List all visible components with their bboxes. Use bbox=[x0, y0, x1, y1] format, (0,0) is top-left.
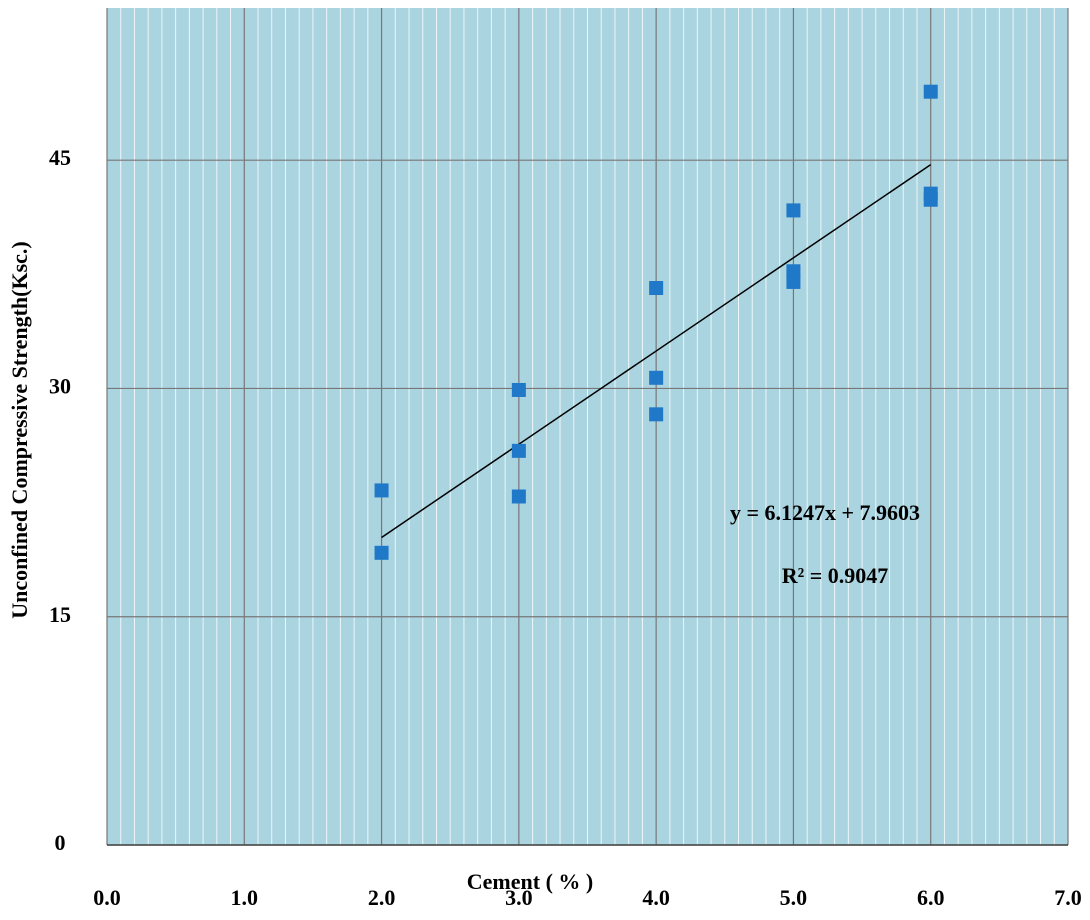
data-point bbox=[786, 274, 801, 289]
data-point bbox=[649, 281, 664, 296]
y-tick-label: 0 bbox=[55, 830, 66, 855]
x-tick-label: 2.0 bbox=[368, 885, 396, 910]
equation-annotation: y = 6.1247x + 7.9603 bbox=[730, 500, 920, 525]
y-tick-label: 45 bbox=[49, 145, 71, 170]
data-point bbox=[649, 407, 664, 422]
y-tick-label: 30 bbox=[49, 374, 71, 399]
data-point bbox=[374, 545, 389, 560]
data-point bbox=[786, 203, 801, 218]
data-point bbox=[649, 370, 664, 385]
x-tick-label: 7.0 bbox=[1054, 885, 1082, 910]
trendline bbox=[381, 163, 932, 539]
y-tick-label: 15 bbox=[49, 602, 71, 627]
data-point bbox=[511, 382, 526, 397]
x-tick-label: 5.0 bbox=[780, 885, 808, 910]
x-tick-label: 0.0 bbox=[93, 885, 121, 910]
data-point bbox=[374, 483, 389, 498]
x-axis-label: Cement ( % ) bbox=[467, 869, 593, 894]
x-tick-label: 1.0 bbox=[231, 885, 259, 910]
x-tick-label: 6.0 bbox=[917, 885, 945, 910]
plot: 0.0 1.0 2.0 3.0 4.0 5.0 6.0 7.0 0 15 30 45 y = 6.124… bbox=[49, 8, 1082, 910]
data-point bbox=[511, 489, 526, 504]
x-tick-label: 4.0 bbox=[642, 885, 670, 910]
data-point bbox=[511, 443, 526, 458]
data-point bbox=[923, 192, 938, 207]
y-axis-label: Unconfined Compressive Strength(Ksc.) bbox=[7, 241, 32, 618]
x-tick-label: 3.0 bbox=[505, 885, 533, 910]
data-point bbox=[923, 84, 938, 99]
r2-annotation: R² = 0.9047 bbox=[782, 563, 889, 588]
data-point bbox=[786, 264, 801, 279]
